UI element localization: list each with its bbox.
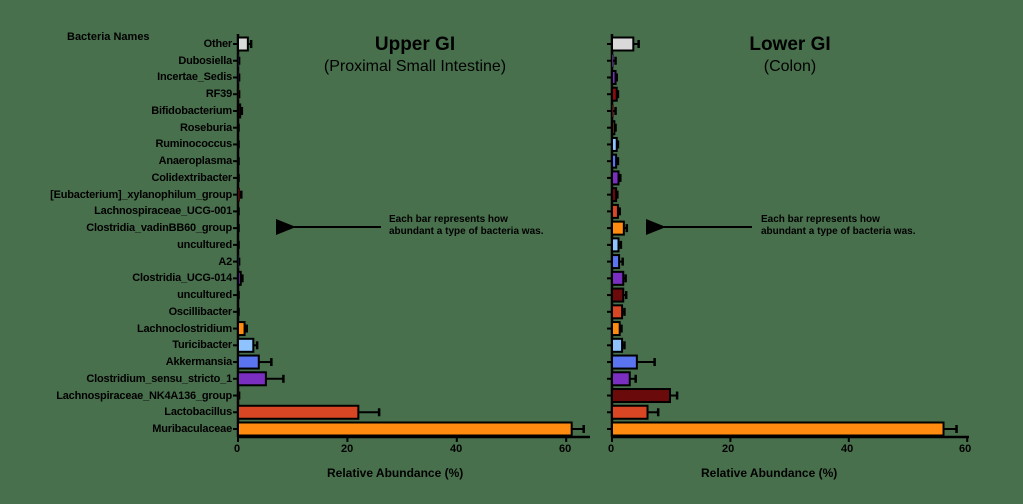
bar [237,204,239,219]
category-label: uncultured [177,289,232,302]
bar [611,36,635,52]
annotation-line-1: Each bar represents how [389,214,508,225]
category-label: Oscillibacter [168,305,233,318]
bar [237,221,239,235]
bar [611,371,631,387]
category-label: Akkermansia [165,356,232,369]
category-label: Roseburia [180,121,232,134]
bar [611,86,618,102]
bar [237,254,239,269]
lower-gi-title: Lower GI (Colon) [700,34,880,78]
category-label: Lactobacillus [164,406,232,419]
bar [237,305,239,319]
bar [237,87,239,101]
lower-gi-annotation: Each bar represents how abundant a type … [761,214,915,238]
category-label: Lachnoclostridium [137,322,232,335]
category-label: uncultured [177,238,232,251]
bar [611,321,621,337]
bar [237,404,360,420]
bar [611,287,625,303]
upper-gi-title: Upper GI (Proximal Small Intestine) [280,34,550,78]
category-label: Lachnospiraceae_NK4A136_group [56,389,232,402]
upper-x-axis-label: Relative Abundance (%) [327,466,464,480]
upper-x-tick-0: 0 [234,443,241,455]
upper-gi-title-main: Upper GI [374,34,456,55]
bar [237,70,239,85]
upper-gi-annotation: Each bar represents how abundant a type … [389,214,543,238]
upper-x-tick-40: 40 [450,443,463,455]
category-label: Other [203,38,233,50]
bar [237,270,242,286]
bar [611,153,618,169]
category-label: [Eubacterium]_xylanophilum_group [50,188,232,201]
bar [237,388,239,403]
bar [611,170,620,186]
bar [611,136,618,152]
lower-gi-subtitle: (Colon) [763,58,817,75]
upper-x-tick-60: 60 [559,443,572,455]
bar [611,304,624,320]
category-label: Colidextribacter [151,171,232,184]
lower-x-tick-0: 0 [608,443,615,455]
category-label: Clostridium_sensu_stricto_1 [86,372,232,385]
category-label: A2 [218,255,232,268]
bar [237,371,267,387]
bar [237,337,255,353]
bar [611,120,616,136]
bar [611,404,649,420]
category-label: Lachnospiraceae_UCG-001 [94,205,232,218]
upper-gi-plot [233,34,590,442]
bar [237,421,573,437]
lower-x-tick-20: 20 [722,443,735,455]
bar [611,421,945,437]
bar [237,53,239,68]
bar [237,103,242,119]
lower-x-tick-40: 40 [841,443,854,455]
bar [611,220,625,236]
bar [237,137,239,152]
annotation-line-1: Each bar represents how [761,214,880,225]
lower-x-tick-60: 60 [959,443,972,455]
category-label: Muribaculaceae [152,423,232,435]
bacteria-names-header: Bacteria Names [67,31,150,43]
bar [237,36,249,52]
bar [237,187,240,202]
category-label: Bifidobacterium [151,104,232,117]
bar [237,120,239,135]
bar [611,354,638,370]
annotation-line-2: abundant a type of bacteria was. [761,226,916,237]
lower-gi-title-main: Lower GI [749,34,831,55]
bar [611,203,619,219]
upper-gi-subtitle: (Proximal Small Intestine) [323,58,507,75]
bar [611,53,614,68]
bar [611,237,620,253]
bar [237,288,239,302]
lower-x-axis-label: Relative Abundance (%) [701,466,838,480]
category-label: Clostridia_vadinBB60_group [86,222,232,235]
bar [237,354,260,370]
bar [237,321,246,337]
category-label: RF39 [205,88,232,101]
category-label: Anaeroplasma [158,155,233,168]
category-label: Ruminococcus [155,138,233,151]
category-label: Turicibacter [172,339,232,352]
bar [611,337,624,353]
annotation-line-2: abundant a type of bacteria was. [389,226,544,237]
category-label: Dubosiella [178,54,232,67]
bar [611,187,618,203]
bar [611,388,672,404]
bar [611,69,617,85]
bar [237,171,239,185]
category-label: Clostridia_UCG-014 [132,272,232,285]
bar [611,254,621,270]
bar [237,154,239,168]
lower-gi-plot [607,34,969,442]
bar [611,104,614,118]
bar [237,238,239,252]
upper-x-tick-20: 20 [341,443,354,455]
category-label: Incertae_Sedis [157,71,232,84]
bar [611,270,625,286]
